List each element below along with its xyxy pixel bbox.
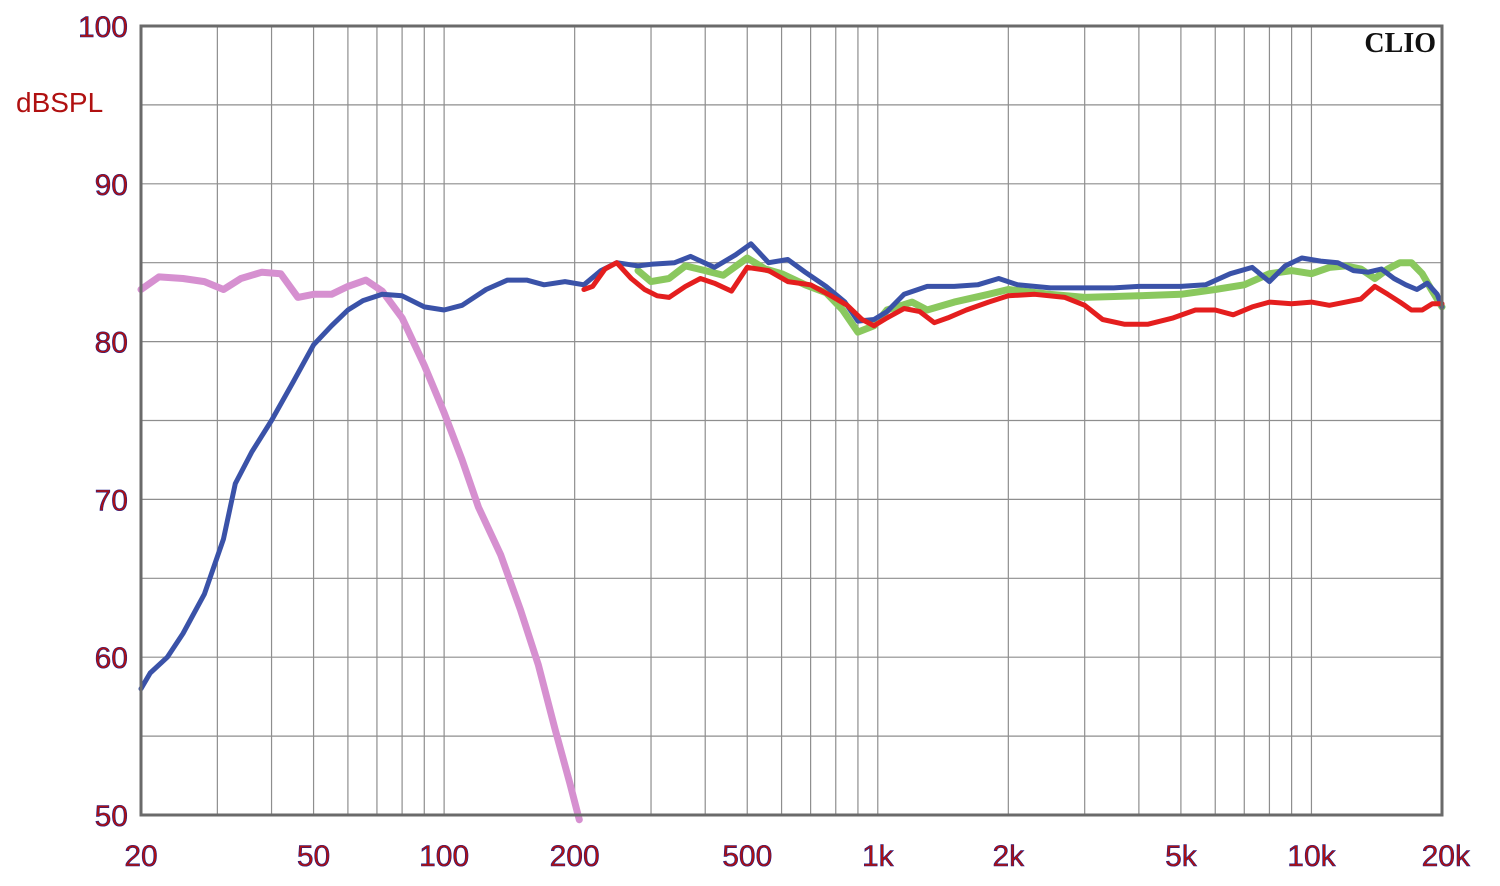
x-tick-label: 200 xyxy=(550,840,600,873)
y-tick-label: 100 xyxy=(78,11,128,44)
x-tick-label: 2k xyxy=(992,840,1025,873)
series-line-3 xyxy=(138,241,1445,692)
y-tick-label: 60 xyxy=(95,642,128,675)
clio-watermark: CLIO xyxy=(1364,28,1436,59)
series-line-2 xyxy=(634,254,1446,336)
x-tick-label: 100 xyxy=(419,840,469,873)
y-tick-label: 90 xyxy=(95,169,128,202)
x-tick-label: 10k xyxy=(1287,840,1336,873)
series-group xyxy=(137,241,1446,824)
x-tick-label: 50 xyxy=(297,840,330,873)
x-tick-label: 500 xyxy=(722,840,772,873)
series-line-1 xyxy=(137,268,583,824)
y-tick-label: 80 xyxy=(95,327,128,360)
y-tick-label: 70 xyxy=(95,484,128,517)
plot-frame xyxy=(139,24,1444,817)
y-tick-labels: 100 90 80 70 60 50 xyxy=(78,11,129,834)
x-tick-label: 1k xyxy=(862,840,895,873)
x-tick-label: 20k xyxy=(1422,840,1471,873)
series-line-4 xyxy=(581,260,1445,329)
x-tick-label: 20 xyxy=(124,840,157,873)
y-axis-label: dBSPL xyxy=(16,87,103,118)
x-tick-label: 5k xyxy=(1165,840,1198,873)
y-tick-label: 50 xyxy=(95,800,128,833)
x-tick-labels: 20 50 100 200 500 1k 2k 5k 10k 20k xyxy=(124,840,1471,874)
grid xyxy=(141,26,1442,815)
